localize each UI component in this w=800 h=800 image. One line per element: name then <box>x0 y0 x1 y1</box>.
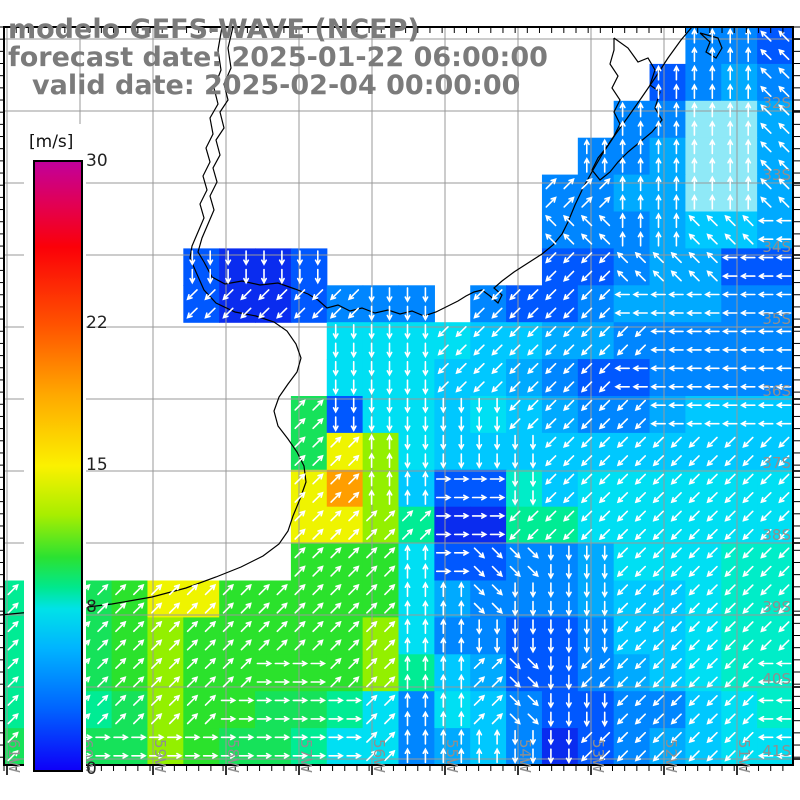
latitude-label: 38S <box>762 526 791 544</box>
longitude-label: 54W <box>516 739 534 773</box>
latitude-label: 39S <box>762 598 791 616</box>
latitude-label: 35S <box>762 310 791 328</box>
latitude-label: 40S <box>762 670 791 688</box>
longitude-label: 51W <box>735 739 753 773</box>
wind-speed-cells <box>4 27 794 766</box>
latitude-label: 33S <box>762 166 791 184</box>
longitude-label: 61W <box>5 739 23 773</box>
latitude-label: 36S <box>762 382 791 400</box>
latitude-label: 32S <box>762 94 791 112</box>
latitude-label: 34S <box>762 238 791 256</box>
latitude-label: 41S <box>762 742 791 760</box>
colorbar-tick-label: 22 <box>86 313 108 334</box>
longitude-label: 55W <box>443 739 461 773</box>
latitude-label: 37S <box>762 454 791 472</box>
colorbar-tick-label: 15 <box>86 455 108 475</box>
colorbar-tick-label: 0 <box>86 759 97 779</box>
colorbar-tick-label: 30 <box>86 151 108 171</box>
longitude-label: 58W <box>224 739 242 773</box>
colorbar-unit-label: [m/s] <box>29 132 74 152</box>
longitude-label: 59W <box>151 739 169 773</box>
wind-direction-arrows <box>7 27 792 765</box>
longitude-label: 56W <box>370 739 388 773</box>
colorbar <box>33 160 83 772</box>
longitude-label: 53W <box>589 739 607 773</box>
longitude-label: 57W <box>297 739 315 773</box>
longitude-label: 52W <box>662 739 680 773</box>
colorbar-tick-label: 8 <box>86 596 97 617</box>
